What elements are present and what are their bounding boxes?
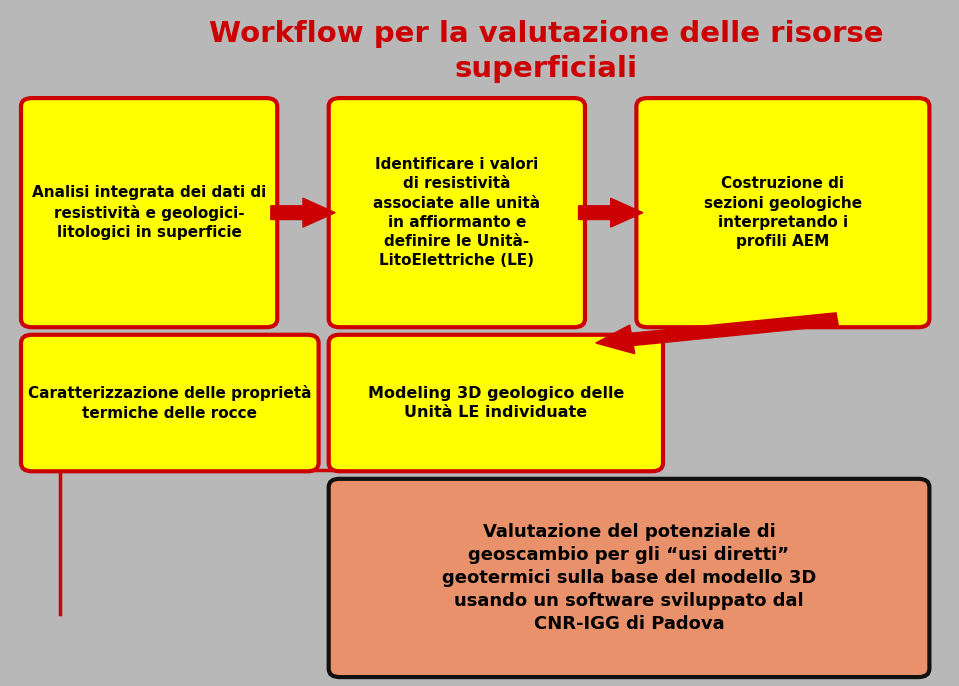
FancyBboxPatch shape (637, 98, 929, 327)
Text: Workflow per la valutazione delle risorse
superficiali: Workflow per la valutazione delle risors… (209, 20, 883, 83)
FancyBboxPatch shape (329, 479, 929, 677)
FancyBboxPatch shape (329, 335, 663, 471)
FancyBboxPatch shape (21, 335, 318, 471)
Text: Valutazione del potenziale di
geoscambio per gli “usi diretti”
geotermici sulla : Valutazione del potenziale di geoscambio… (442, 523, 816, 632)
Text: Analisi integrata dei dati di
resistività e geologici-
litologici in superficie: Analisi integrata dei dati di resistivit… (32, 185, 267, 240)
FancyArrow shape (270, 198, 335, 227)
FancyBboxPatch shape (329, 98, 585, 327)
FancyArrow shape (596, 313, 838, 354)
Text: Identificare i valori
di resistività
associate alle unità
in affiormanto e
defin: Identificare i valori di resistività ass… (373, 157, 540, 268)
Text: Costruzione di
sezioni geologiche
interpretando i
profili AEM: Costruzione di sezioni geologiche interp… (704, 176, 862, 249)
FancyBboxPatch shape (21, 98, 277, 327)
Text: Modeling 3D geologico delle
Unità LE individuate: Modeling 3D geologico delle Unità LE ind… (367, 386, 624, 420)
Text: Caratterizzazione delle proprietà
termiche delle rocce: Caratterizzazione delle proprietà termic… (28, 386, 312, 421)
FancyArrow shape (578, 198, 643, 227)
